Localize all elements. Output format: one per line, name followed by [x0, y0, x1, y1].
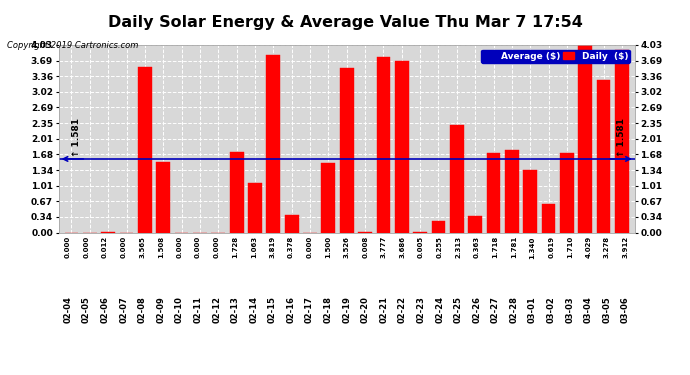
- Text: 1.710: 1.710: [566, 236, 573, 258]
- Text: 1.340: 1.340: [530, 236, 535, 259]
- Text: 02-22: 02-22: [398, 296, 407, 323]
- Text: 3.686: 3.686: [400, 236, 406, 258]
- Bar: [469, 216, 482, 232]
- Text: 03-04: 03-04: [584, 296, 593, 323]
- Bar: [248, 183, 262, 232]
- Text: 02-07: 02-07: [119, 296, 128, 323]
- Text: 0.000: 0.000: [83, 236, 90, 258]
- Text: 03-03: 03-03: [565, 296, 574, 323]
- Text: 3.565: 3.565: [139, 236, 146, 258]
- Text: 0.012: 0.012: [102, 236, 108, 258]
- Text: 02-23: 02-23: [417, 296, 426, 323]
- Text: 02-16: 02-16: [286, 296, 295, 323]
- Text: 02-17: 02-17: [305, 296, 314, 323]
- Text: 0.363: 0.363: [474, 236, 480, 258]
- Text: 0.000: 0.000: [177, 236, 182, 258]
- Text: 02-26: 02-26: [473, 296, 482, 323]
- Text: 02-08: 02-08: [138, 296, 147, 323]
- Text: 02-13: 02-13: [230, 296, 239, 323]
- Text: 02-11: 02-11: [193, 296, 203, 323]
- Text: 1.718: 1.718: [493, 236, 498, 258]
- Bar: [542, 204, 555, 232]
- Bar: [523, 170, 537, 232]
- Text: 1.781: 1.781: [511, 236, 517, 258]
- Text: 02-14: 02-14: [249, 296, 258, 323]
- Text: 0.378: 0.378: [288, 236, 294, 258]
- Bar: [560, 153, 574, 232]
- Bar: [578, 45, 592, 232]
- Text: 02-20: 02-20: [361, 296, 370, 323]
- Bar: [157, 162, 170, 232]
- Text: 02-27: 02-27: [491, 296, 500, 323]
- Text: 0.619: 0.619: [548, 236, 554, 258]
- Text: 02-05: 02-05: [82, 296, 91, 323]
- Bar: [285, 215, 299, 232]
- Text: 1.508: 1.508: [158, 236, 164, 258]
- Bar: [266, 55, 280, 232]
- Text: 1.063: 1.063: [250, 236, 257, 258]
- Text: 0.000: 0.000: [214, 236, 219, 258]
- Bar: [230, 152, 244, 232]
- Bar: [340, 69, 353, 232]
- Text: 0.000: 0.000: [121, 236, 127, 258]
- Bar: [395, 61, 408, 232]
- Text: 3.777: 3.777: [381, 236, 387, 258]
- Text: ↑ 1.581: ↑ 1.581: [618, 118, 627, 157]
- Text: Daily Solar Energy & Average Value Thu Mar 7 17:54: Daily Solar Energy & Average Value Thu M…: [108, 15, 582, 30]
- Text: 0.005: 0.005: [418, 236, 424, 258]
- Bar: [615, 51, 629, 232]
- Text: 02-04: 02-04: [63, 296, 72, 323]
- Text: 3.819: 3.819: [269, 236, 275, 258]
- Text: 3.912: 3.912: [622, 236, 629, 258]
- Bar: [486, 153, 500, 232]
- Text: 02-10: 02-10: [175, 296, 184, 323]
- Bar: [505, 150, 519, 232]
- Bar: [138, 67, 152, 232]
- Text: 03-05: 03-05: [602, 296, 611, 323]
- Text: Copyright 2019 Cartronics.com: Copyright 2019 Cartronics.com: [7, 41, 138, 50]
- Text: 02-24: 02-24: [435, 296, 444, 323]
- Bar: [377, 57, 391, 232]
- Text: 1.728: 1.728: [233, 236, 238, 258]
- Text: 03-02: 03-02: [546, 296, 555, 323]
- Text: 02-09: 02-09: [157, 296, 166, 323]
- Text: 3.526: 3.526: [344, 236, 350, 258]
- Bar: [431, 220, 445, 232]
- Text: 4.029: 4.029: [585, 236, 591, 258]
- Text: 0.000: 0.000: [65, 236, 71, 258]
- Text: 02-06: 02-06: [101, 296, 110, 323]
- Text: 02-25: 02-25: [454, 296, 463, 323]
- Text: 0.000: 0.000: [195, 236, 201, 258]
- Text: 1.500: 1.500: [325, 236, 331, 258]
- Text: 02-18: 02-18: [324, 296, 333, 323]
- Bar: [450, 125, 464, 232]
- Text: 02-21: 02-21: [380, 296, 388, 323]
- Text: 02-19: 02-19: [342, 296, 351, 323]
- Bar: [597, 80, 611, 232]
- Text: 02-28: 02-28: [509, 296, 518, 323]
- Legend: Average ($), Daily  ($): Average ($), Daily ($): [481, 50, 630, 63]
- Bar: [322, 163, 335, 232]
- Text: 02-12: 02-12: [212, 296, 221, 323]
- Text: 03-01: 03-01: [528, 296, 537, 323]
- Text: 0.000: 0.000: [306, 236, 313, 258]
- Text: ↑ 1.581: ↑ 1.581: [72, 118, 81, 157]
- Text: 03-06: 03-06: [621, 296, 630, 323]
- Text: 0.008: 0.008: [362, 236, 368, 258]
- Text: 02-15: 02-15: [268, 296, 277, 323]
- Text: 3.278: 3.278: [604, 236, 610, 258]
- Text: 0.255: 0.255: [437, 236, 443, 258]
- Text: 2.313: 2.313: [455, 236, 461, 258]
